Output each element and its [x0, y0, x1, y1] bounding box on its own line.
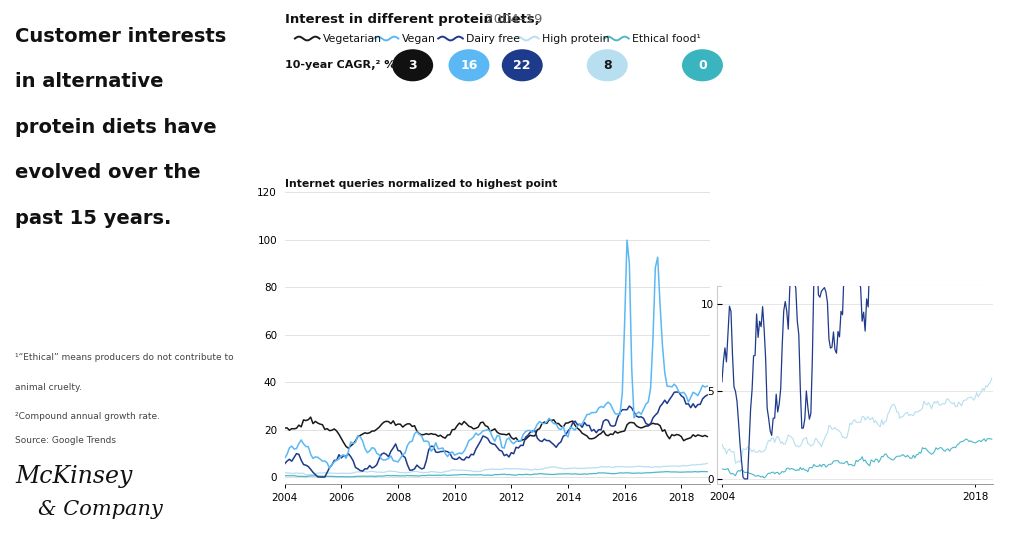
- Text: in alternative: in alternative: [15, 72, 164, 91]
- Text: evolved over the: evolved over the: [15, 163, 201, 182]
- Text: 8: 8: [603, 59, 611, 72]
- Text: 10-year CAGR,² %: 10-year CAGR,² %: [285, 60, 395, 70]
- Text: Source: Google Trends: Source: Google Trends: [15, 436, 117, 445]
- Text: 16: 16: [461, 59, 477, 72]
- Text: protein diets have: protein diets have: [15, 118, 217, 137]
- Text: Customer interests: Customer interests: [15, 27, 226, 46]
- Text: Internet queries normalized to highest point: Internet queries normalized to highest p…: [285, 179, 557, 189]
- Text: 22: 22: [513, 59, 531, 72]
- Text: & Company: & Company: [38, 500, 163, 519]
- Text: McKinsey: McKinsey: [15, 465, 133, 488]
- Text: 0: 0: [698, 59, 707, 72]
- Text: ¹“Ethical” means producers do not contribute to: ¹“Ethical” means producers do not contri…: [15, 353, 234, 362]
- Text: past 15 years.: past 15 years.: [15, 209, 172, 228]
- Text: Vegetarian: Vegetarian: [323, 34, 382, 43]
- Text: Ethical food¹: Ethical food¹: [632, 34, 700, 43]
- Text: Dairy free: Dairy free: [466, 34, 520, 43]
- Text: animal cruelty.: animal cruelty.: [15, 383, 82, 392]
- Text: Interest in different protein diets,: Interest in different protein diets,: [285, 13, 540, 26]
- Text: 3: 3: [409, 59, 417, 72]
- Text: ²Compound annual growth rate.: ²Compound annual growth rate.: [15, 412, 161, 421]
- Text: 2004–19: 2004–19: [481, 13, 543, 26]
- Text: High protein: High protein: [542, 34, 609, 43]
- Text: Vegan: Vegan: [401, 34, 435, 43]
